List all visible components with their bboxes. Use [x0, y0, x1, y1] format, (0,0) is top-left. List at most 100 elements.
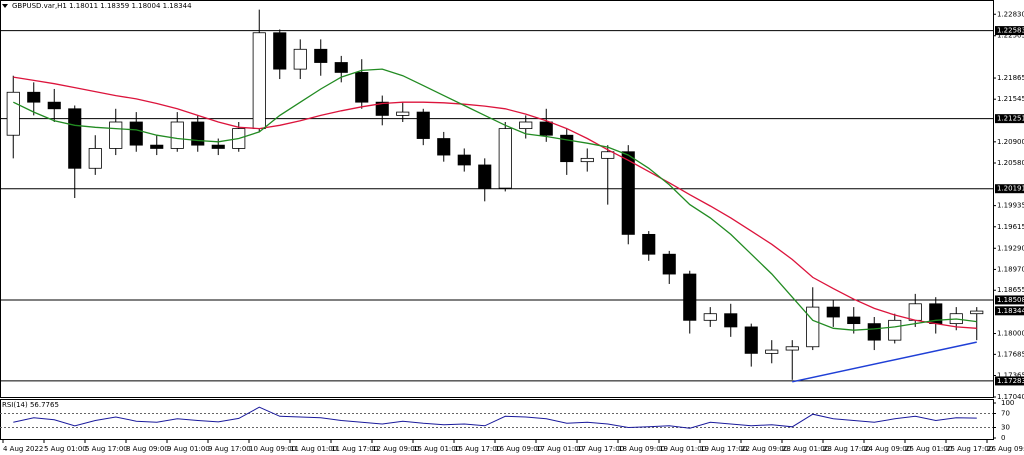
candle-body — [744, 326, 758, 354]
y-tick-label: 1.20580 — [997, 159, 1024, 167]
rsi-title: RSI(14) 56.7765 — [2, 401, 59, 409]
y-tick-label: 1.21865 — [997, 74, 1024, 82]
candle-body — [129, 121, 143, 146]
chart-title: GBPUSD.var,H1 1.18011 1.18359 1.18004 1.… — [12, 2, 192, 10]
moving-average — [13, 76, 977, 329]
x-tick-label: 15 Aug 17:00 — [454, 445, 501, 453]
x-tick-label: 22 Aug 09:00 — [741, 445, 788, 453]
x-tick-label: 18 Aug 09:00 — [618, 445, 665, 453]
candle-body — [355, 72, 369, 103]
y-tick-label: 1.19935 — [997, 202, 1024, 210]
x-tick-label: 23 Aug 17:00 — [823, 445, 870, 453]
x-tick-label: 8 Aug 09:00 — [126, 445, 169, 453]
level-label-box — [995, 295, 1024, 305]
candle-body — [560, 134, 574, 163]
candle-body — [6, 91, 20, 136]
candle-body — [785, 346, 799, 351]
candle-body — [683, 273, 697, 321]
candle-body — [478, 164, 492, 189]
candle-body — [437, 138, 451, 156]
x-tick-label: 24 Aug 09:00 — [864, 445, 911, 453]
y-tick-label: 1.18000 — [997, 330, 1024, 338]
candle-body — [211, 144, 225, 149]
x-tick-label: 12 Aug 09:00 — [372, 445, 419, 453]
rsi-panel — [0, 399, 994, 440]
level-label: 1.22583 — [997, 27, 1024, 35]
candle-body — [375, 101, 389, 116]
candle-body — [539, 121, 553, 136]
x-tick-label: 15 Aug 01:00 — [413, 445, 460, 453]
candle-body — [806, 306, 820, 348]
current-price-box — [995, 306, 1024, 316]
y-tick-label: 1.19615 — [997, 223, 1024, 231]
level-label-box — [995, 376, 1024, 386]
x-tick-label: 17 Aug 17:00 — [577, 445, 624, 453]
candle-body — [27, 91, 41, 103]
x-tick-label: 10 Aug 09:00 — [249, 445, 296, 453]
y-tick-label: 1.21545 — [997, 95, 1024, 103]
candle-body — [252, 32, 266, 130]
candle-body — [314, 48, 328, 63]
candle-body — [68, 108, 82, 169]
menu-arrow — [2, 4, 8, 8]
candle-body — [457, 154, 471, 166]
candle-body — [970, 310, 984, 315]
y-tick-label: 70 — [1001, 410, 1010, 418]
rsi-line — [13, 406, 977, 429]
y-tick-label: 1.18655 — [997, 286, 1024, 294]
level-label-box — [995, 114, 1024, 124]
candle-body — [88, 148, 102, 169]
candle-body — [642, 233, 656, 255]
candle-body — [498, 128, 512, 189]
candle-body — [826, 306, 840, 318]
y-tick-label: 1.18970 — [997, 265, 1024, 273]
level-label-box — [995, 26, 1024, 36]
x-tick-label: 19 Aug 01:00 — [659, 445, 706, 453]
candle-body — [109, 121, 123, 149]
y-tick-label: 1.20900 — [997, 138, 1024, 146]
x-tick-label: 26 Aug 09:00 — [987, 445, 1024, 453]
x-tick-label: 17 Aug 01:00 — [536, 445, 583, 453]
candle-body — [293, 48, 307, 70]
candle-body — [621, 151, 635, 235]
level-label: 1.18508 — [997, 296, 1024, 304]
candle-body — [847, 316, 861, 325]
candle-body — [867, 323, 881, 341]
candle-body — [396, 111, 410, 116]
moving-average — [13, 68, 977, 331]
x-tick-label: 25 Aug 01:00 — [905, 445, 952, 453]
x-tick-label: 19 Aug 17:00 — [700, 445, 747, 453]
candle-body — [662, 253, 676, 275]
candle-body — [601, 151, 615, 159]
x-tick-label: 16 Aug 09:00 — [495, 445, 542, 453]
candle-body — [703, 313, 717, 321]
y-tick-label: 1.17040 — [997, 393, 1024, 401]
candle-body — [724, 313, 738, 328]
candle-body — [519, 121, 533, 130]
y-tick-label: 30 — [1001, 424, 1010, 432]
y-tick-label: 1.19290 — [997, 244, 1024, 252]
candle-body — [273, 32, 287, 70]
trendline — [792, 341, 977, 383]
candle-body — [170, 121, 184, 149]
candle-body — [334, 62, 348, 73]
level-label: 1.20191 — [997, 185, 1024, 193]
level-label: 1.21251 — [997, 115, 1024, 123]
x-tick-label: 4 Aug 2022 — [3, 445, 43, 453]
y-tick-label: 1.22505 — [997, 32, 1024, 40]
x-tick-label: 25 Aug 17:00 — [946, 445, 993, 453]
y-tick-label: 1.17365 — [997, 372, 1024, 380]
y-tick-label: 0 — [1001, 434, 1005, 442]
candle-body — [416, 111, 430, 139]
x-tick-label: 23 Aug 01:00 — [782, 445, 829, 453]
price-panel — [0, 0, 994, 398]
candle-body — [888, 319, 902, 341]
x-tick-label: 5 Aug 17:00 — [85, 445, 128, 453]
candle-body — [47, 101, 61, 110]
x-tick-label: 11 Aug 17:00 — [331, 445, 378, 453]
y-tick-label: 1.17685 — [997, 350, 1024, 358]
current-price-label: 1.18344 — [997, 307, 1024, 315]
candle-body — [765, 349, 779, 354]
x-tick-label: 9 Aug 01:00 — [167, 445, 210, 453]
